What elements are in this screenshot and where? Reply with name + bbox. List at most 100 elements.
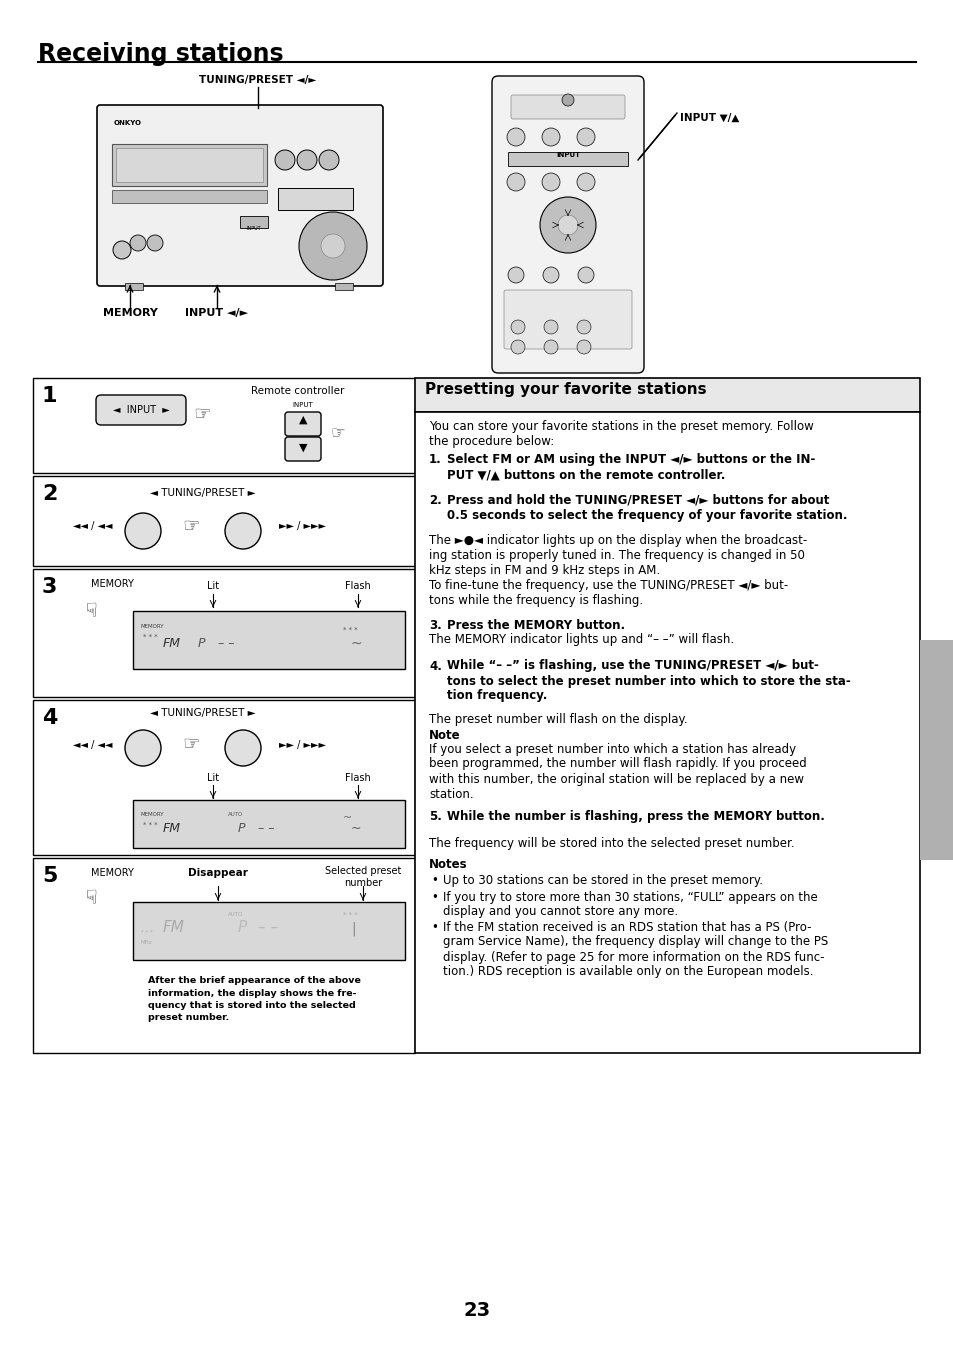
Circle shape (112, 240, 131, 259)
Text: P: P (237, 920, 247, 935)
FancyBboxPatch shape (492, 76, 643, 373)
Text: INPUT: INPUT (293, 403, 313, 408)
Text: ~: ~ (351, 638, 362, 651)
Text: 1.: 1. (429, 453, 441, 466)
Bar (507, 153, 627, 166)
Circle shape (125, 513, 161, 549)
Bar (415, 412, 919, 1052)
Circle shape (225, 513, 261, 549)
Text: While the number is flashing, press the MEMORY button.: While the number is flashing, press the … (447, 811, 824, 823)
Text: 1: 1 (42, 386, 57, 407)
Bar (33, 858, 415, 1052)
Text: Presetting your favorite stations: Presetting your favorite stations (424, 382, 706, 397)
Text: INPUT: INPUT (247, 226, 261, 231)
Text: 3.: 3. (429, 619, 441, 632)
Text: Up to 30 stations can be stored in the preset memory.: Up to 30 stations can be stored in the p… (442, 874, 762, 888)
Text: 2.: 2. (429, 493, 441, 507)
Circle shape (541, 128, 559, 146)
Circle shape (561, 95, 574, 105)
Bar (240, 216, 268, 228)
FancyBboxPatch shape (511, 95, 624, 119)
Text: If the FM station received is an RDS station that has a PS (Pro-
gram Service Na: If the FM station received is an RDS sta… (442, 920, 827, 978)
Circle shape (511, 340, 524, 354)
FancyBboxPatch shape (97, 105, 382, 286)
Text: FM: FM (163, 638, 181, 650)
Text: 23: 23 (463, 1301, 490, 1320)
Text: ~: ~ (343, 813, 352, 823)
Circle shape (506, 173, 524, 190)
Text: FM: FM (163, 821, 181, 835)
Text: MEMORY: MEMORY (91, 867, 133, 878)
Text: While “– –” is flashing, use the TUNING/PRESET ◄/► but-
tons to select the prese: While “– –” is flashing, use the TUNING/… (447, 659, 850, 703)
Text: MEMORY: MEMORY (103, 308, 157, 317)
Text: The MEMORY indicator lights up and “– –” will flash.: The MEMORY indicator lights up and “– –”… (429, 632, 734, 646)
Text: AUTO: AUTO (228, 912, 243, 917)
Text: Notes: Notes (429, 858, 467, 871)
Circle shape (274, 150, 294, 170)
Text: Disappear: Disappear (188, 867, 248, 878)
Circle shape (543, 320, 558, 334)
Bar (132, 800, 405, 848)
Text: TUNING/PRESET ◄/►: TUNING/PRESET ◄/► (199, 76, 316, 85)
Circle shape (542, 267, 558, 282)
Text: ◄ TUNING/PRESET ►: ◄ TUNING/PRESET ► (150, 488, 255, 499)
Text: 5: 5 (42, 866, 57, 886)
Bar (112, 145, 267, 186)
Bar (33, 378, 415, 473)
Text: Press and hold the TUNING/PRESET ◄/► buttons for about
0.5 seconds to select the: Press and hold the TUNING/PRESET ◄/► but… (447, 493, 846, 521)
Text: number: number (343, 878, 382, 888)
Text: * * *: * * * (343, 912, 357, 917)
Text: ◄  INPUT  ►: ◄ INPUT ► (112, 405, 170, 415)
Text: After the brief appearance of the above
information, the display shows the fre-
: After the brief appearance of the above … (148, 975, 360, 1023)
Circle shape (578, 292, 594, 308)
Text: •: • (431, 920, 437, 934)
Text: ▲: ▲ (298, 415, 307, 426)
Text: Receiving stations: Receiving stations (38, 42, 283, 66)
Text: Press the MEMORY button.: Press the MEMORY button. (447, 619, 624, 632)
Bar (33, 569, 415, 697)
Text: The preset number will flash on the display.: The preset number will flash on the disp… (429, 713, 687, 727)
Text: ◄ TUNING/PRESET ►: ◄ TUNING/PRESET ► (150, 708, 255, 717)
Circle shape (558, 215, 578, 235)
Text: INPUT ▼/▲: INPUT ▼/▲ (679, 113, 739, 123)
Circle shape (318, 150, 338, 170)
Text: ▼: ▼ (298, 443, 307, 453)
Text: 5.: 5. (429, 811, 441, 823)
Text: Flash: Flash (345, 773, 371, 784)
Text: ☞: ☞ (78, 888, 97, 905)
Bar (335, 282, 353, 290)
Text: |: | (351, 921, 355, 936)
Text: 4.: 4. (429, 659, 441, 673)
Circle shape (320, 234, 345, 258)
Circle shape (577, 320, 590, 334)
Text: •: • (431, 890, 437, 904)
Bar (277, 188, 353, 209)
Text: The frequency will be stored into the selected preset number.: The frequency will be stored into the se… (429, 838, 794, 850)
Text: * * *: * * * (141, 929, 152, 935)
Circle shape (542, 292, 558, 308)
Bar (132, 902, 405, 961)
Text: INPUT ◄/►: INPUT ◄/► (185, 308, 249, 317)
Text: P: P (198, 638, 205, 650)
Text: 2: 2 (42, 484, 57, 504)
Text: FM: FM (163, 920, 185, 935)
Circle shape (507, 267, 523, 282)
Text: Note: Note (429, 730, 460, 742)
Text: ☞: ☞ (182, 516, 199, 535)
Text: Flash: Flash (345, 581, 371, 590)
Bar (112, 190, 267, 203)
Text: P: P (237, 821, 245, 835)
Circle shape (541, 173, 559, 190)
Bar (132, 611, 405, 669)
Circle shape (539, 197, 596, 253)
Text: ☞: ☞ (331, 424, 346, 442)
Text: * * *: * * * (343, 627, 357, 634)
Text: ONKYO: ONKYO (113, 120, 142, 126)
Text: ☞: ☞ (193, 405, 211, 424)
Text: ►► / ►►►: ►► / ►►► (279, 521, 326, 531)
Text: 3: 3 (42, 577, 57, 597)
Circle shape (543, 340, 558, 354)
Text: ◄◄ / ◄◄: ◄◄ / ◄◄ (73, 740, 112, 750)
Circle shape (298, 212, 367, 280)
Text: AUTO: AUTO (228, 812, 243, 817)
